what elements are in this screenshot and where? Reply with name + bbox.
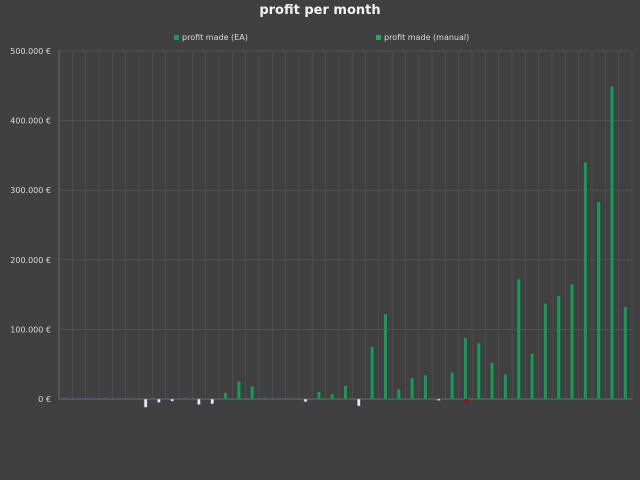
legend-item-manual: profit made (manual): [376, 33, 469, 42]
bar-ea: [104, 397, 108, 399]
bar-ea: [330, 394, 334, 399]
bar-ea: [237, 381, 241, 399]
bar-ea: [303, 398, 308, 403]
bar-ea: [143, 398, 148, 408]
bar-ea: [224, 392, 228, 399]
bar-ea: [610, 86, 614, 399]
bar-ea: [290, 397, 294, 399]
legend-item-ea: profit made (EA): [174, 33, 248, 42]
legend-swatch-manual: [376, 35, 381, 40]
bar-ea: [184, 397, 188, 399]
bar-ea: [157, 398, 161, 403]
bar-ea: [503, 374, 507, 399]
bar-ea: [397, 389, 401, 399]
bar-ea: [570, 284, 574, 399]
bar-ea: [317, 392, 321, 399]
bar-ea: [64, 397, 68, 399]
bar-ea: [557, 295, 561, 399]
bar-ea: [623, 307, 627, 399]
legend-label-manual: profit made (manual): [384, 33, 470, 42]
bar-ea: [423, 375, 427, 399]
bar-ea: [383, 314, 387, 399]
bar-ea: [344, 385, 347, 399]
bar-ea: [410, 378, 414, 399]
bar-ea: [197, 398, 201, 405]
bar-ea: [477, 343, 481, 399]
bar-ea: [543, 303, 547, 399]
bar-ea: [530, 353, 534, 399]
bar-ea: [210, 398, 214, 405]
y-tick-label: 400.000 €: [10, 117, 51, 126]
bar-ea: [597, 202, 601, 399]
bar-ea: [370, 346, 374, 399]
chart-title: profit per month: [259, 3, 381, 18]
bar-ea: [357, 398, 361, 407]
bar-ea: [277, 397, 281, 399]
y-tick-label: 0 €: [38, 395, 51, 404]
y-tick-label: 200.000 €: [10, 256, 51, 265]
bar-ea: [583, 162, 587, 399]
bar-ea: [450, 372, 454, 399]
bar-ea: [437, 398, 441, 401]
y-tick-label: 500.000 €: [10, 47, 51, 56]
bar-manual: [464, 399, 468, 403]
legend-swatch-ea: [174, 35, 179, 40]
bar-ea: [463, 337, 467, 399]
y-tick-label: 100.000 €: [10, 325, 51, 334]
bar-ea: [130, 397, 134, 399]
bar-ea: [90, 397, 94, 399]
bar-ea: [250, 386, 254, 399]
bar-ea: [117, 397, 121, 399]
y-tick-label: 300.000 €: [10, 186, 51, 195]
bar-ea: [77, 397, 81, 399]
legend-label-ea: profit made (EA): [182, 33, 248, 42]
bar-ea: [517, 279, 521, 399]
bar-ea: [264, 397, 268, 399]
bar-ea: [490, 362, 494, 399]
bar-ea: [170, 398, 175, 402]
